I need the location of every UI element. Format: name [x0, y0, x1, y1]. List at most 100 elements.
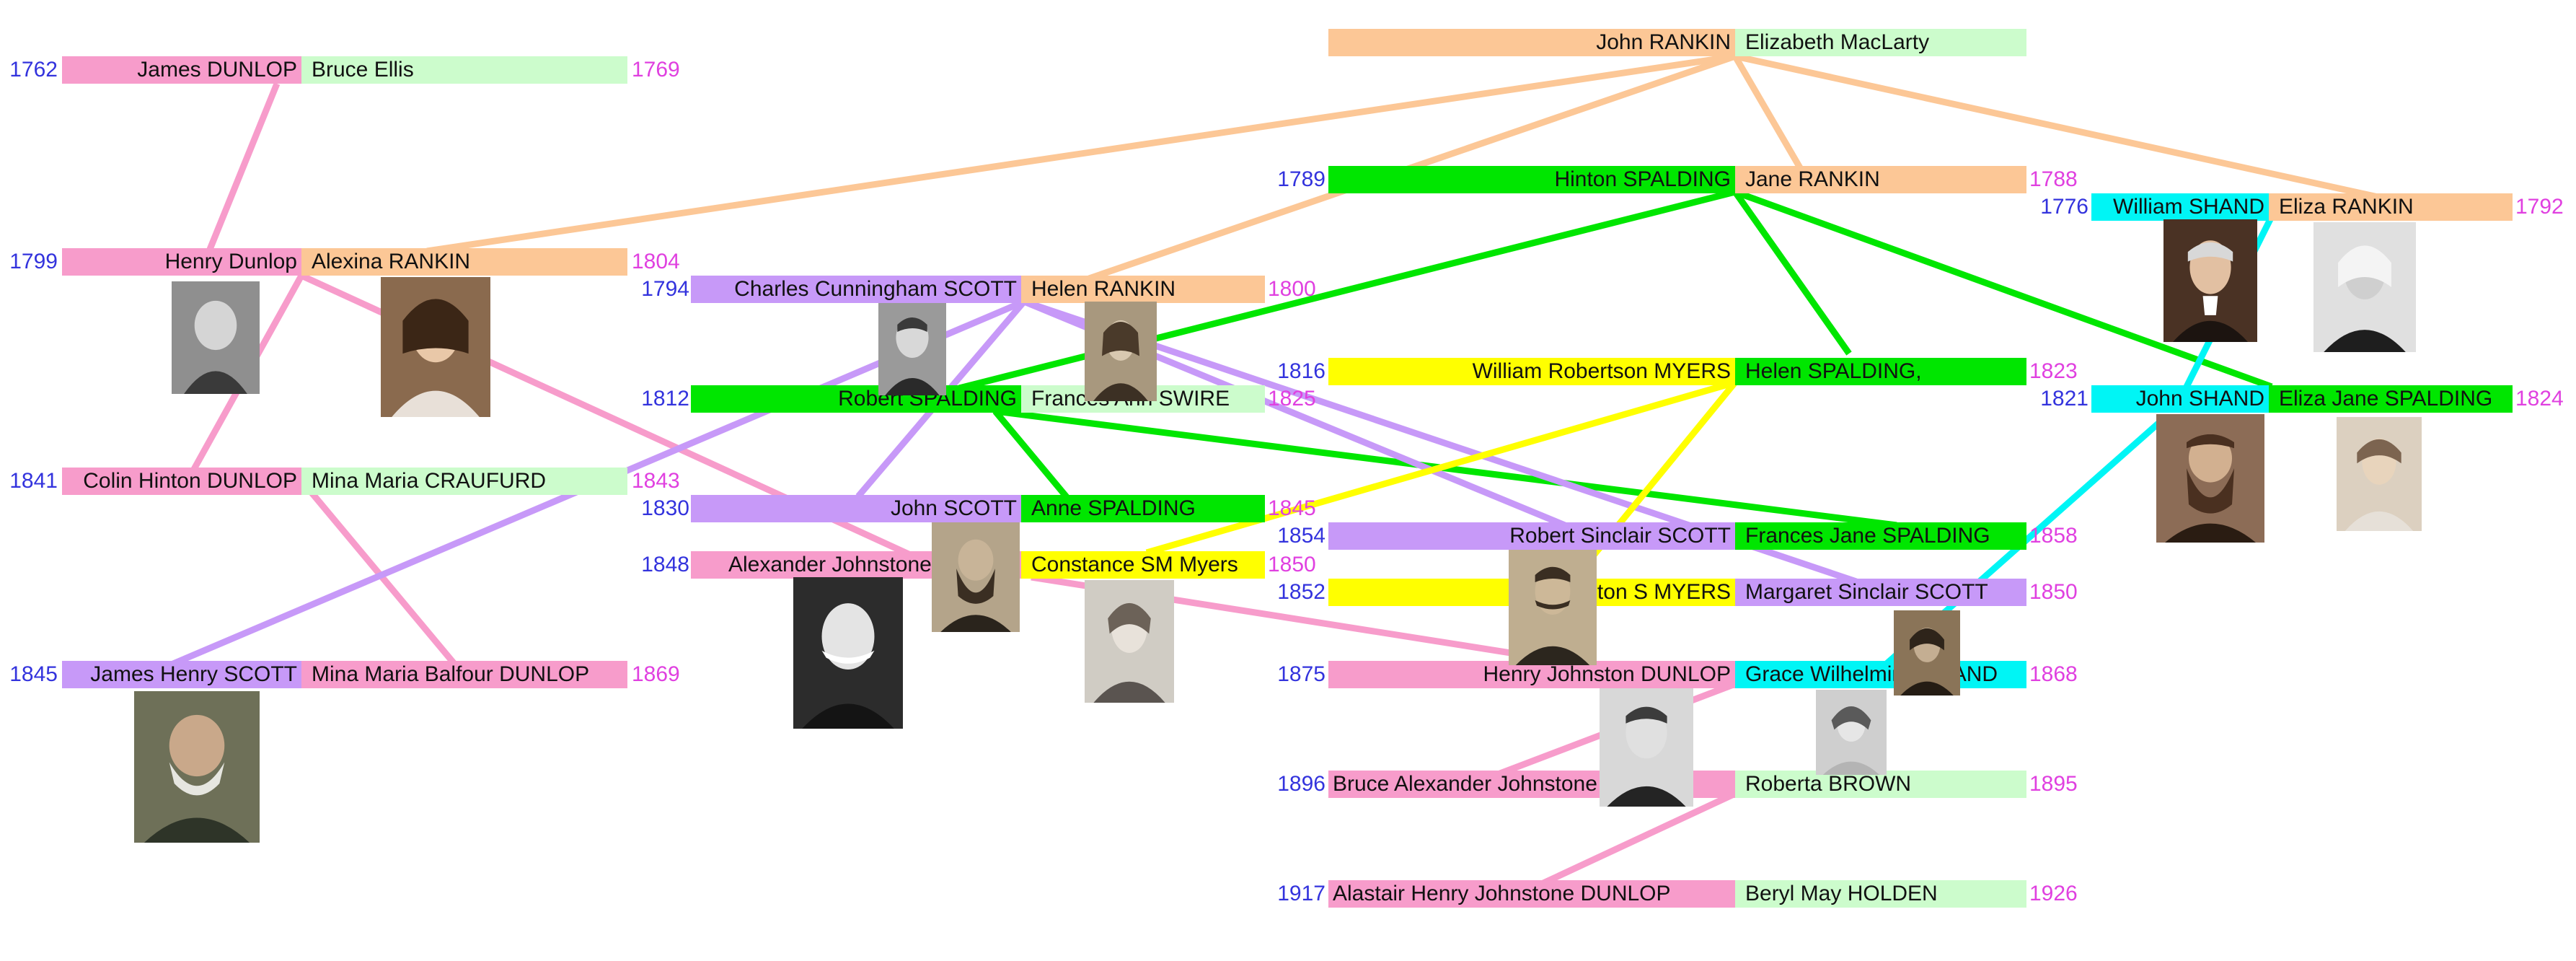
person-james-dunlop[interactable]: James DUNLOP — [62, 56, 301, 84]
portrait-photo[interactable] — [2163, 219, 2257, 342]
birth-year: 1789 — [1277, 167, 1326, 191]
portrait-photo[interactable] — [2337, 417, 2422, 531]
person-hinton-spalding[interactable]: Hinton SPALDING — [1328, 166, 1735, 193]
portrait-photo[interactable] — [381, 277, 490, 417]
portrait-image — [1600, 688, 1693, 807]
birth-year: 1823 — [2029, 359, 2078, 383]
person-colin-hinton-dunlop[interactable]: Colin Hinton DUNLOP — [62, 468, 301, 495]
birth-year: 1848 — [641, 553, 689, 576]
birth-year: 1858 — [2029, 524, 2078, 548]
person-eliza-jane-spalding[interactable]: Eliza Jane SPALDING — [2269, 385, 2513, 413]
portrait-photo[interactable] — [1085, 580, 1174, 703]
birth-year: 1917 — [1277, 882, 1326, 905]
portrait-image — [2337, 417, 2422, 531]
birth-year: 1825 — [1268, 387, 1316, 411]
person-robert-spalding[interactable]: Robert SPALDING — [691, 385, 1021, 413]
birth-year: 1792 — [2515, 195, 2564, 219]
birth-year: 1875 — [1277, 662, 1326, 686]
birth-year: 1812 — [641, 387, 689, 411]
person-robert-sinclair-scott[interactable]: Robert Sinclair SCOTT — [1328, 522, 1735, 550]
person-mina-maria-balfour-dunlop[interactable]: Mina Maria Balfour DUNLOP — [301, 661, 627, 688]
portrait-image — [932, 522, 1020, 632]
portrait-photo[interactable] — [1600, 688, 1693, 807]
portrait-image — [1085, 580, 1174, 703]
person-constance-sm-myers[interactable]: Constance SM Myers — [1021, 551, 1265, 579]
portrait-image — [2163, 219, 2257, 342]
portrait-photo[interactable] — [1894, 610, 1960, 695]
birth-year: 1852 — [1277, 580, 1326, 604]
person-beryl-may-holden[interactable]: Beryl May HOLDEN — [1735, 880, 2026, 908]
portrait-photo[interactable] — [932, 522, 1020, 632]
portrait-photo[interactable] — [793, 577, 903, 729]
birth-year: 1794 — [641, 277, 689, 301]
portrait-image — [2313, 222, 2416, 352]
person-helen-rankin[interactable]: Helen RANKIN — [1021, 276, 1265, 303]
person-henry-dunlop[interactable]: Henry Dunlop — [62, 248, 301, 276]
birth-year: 1788 — [2029, 167, 2078, 191]
person-grace-wilhelmina-shand[interactable]: Grace Wilhelmina SHAND — [1735, 661, 2026, 688]
person-james-henry-scott[interactable]: James Henry SCOTT — [62, 661, 301, 688]
birth-year: 1776 — [2040, 195, 2088, 219]
person-john-scott[interactable]: John SCOTT — [691, 495, 1021, 522]
link-line — [1732, 190, 1852, 356]
person-charles-cunningham-scott[interactable]: Charles Cunningham SCOTT — [691, 276, 1021, 303]
birth-year: 1821 — [2040, 387, 2088, 411]
birth-year: 1841 — [9, 469, 58, 493]
birth-year: 1850 — [1268, 553, 1316, 576]
person-bruce-ellis[interactable]: Bruce Ellis — [301, 56, 627, 84]
birth-year: 1850 — [2029, 580, 2078, 604]
link-line — [426, 53, 1736, 255]
portrait-photo[interactable] — [1509, 550, 1597, 665]
portrait-image — [1085, 302, 1157, 401]
person-william-shand[interactable]: William SHAND — [2091, 193, 2269, 221]
portrait-photo[interactable] — [1816, 690, 1887, 775]
person-john-shand[interactable]: John SHAND — [2091, 385, 2269, 413]
person-william-robertson-myers[interactable]: William Robertson MYERS — [1328, 358, 1735, 385]
person-helen-spalding[interactable]: Helen SPALDING, — [1735, 358, 2026, 385]
portrait-image — [2156, 414, 2264, 543]
portrait-image — [172, 281, 260, 394]
portrait-photo[interactable] — [172, 281, 260, 394]
birth-year: 1800 — [1268, 277, 1316, 301]
person-john-rankin[interactable]: John RANKIN — [1328, 29, 1735, 56]
person-alexina-rankin[interactable]: Alexina RANKIN — [301, 248, 627, 276]
birth-year: 1799 — [9, 250, 58, 273]
person-henry-johnston-dunlop[interactable]: Henry Johnston DUNLOP — [1328, 661, 1735, 688]
person-frances-jane-spalding[interactable]: Frances Jane SPALDING — [1735, 522, 2026, 550]
birth-year: 1869 — [632, 662, 680, 686]
birth-year: 1762 — [9, 58, 58, 82]
birth-year: 1824 — [2515, 387, 2564, 411]
person-alastair-henry-johnstone-dunlop[interactable]: Alastair Henry Johnstone DUNLOP — [1328, 880, 1735, 908]
portrait-photo[interactable] — [1085, 302, 1157, 401]
portrait-photo[interactable] — [2156, 414, 2264, 543]
person-jane-rankin[interactable]: Jane RANKIN — [1735, 166, 2026, 193]
link-line — [1145, 379, 1737, 556]
birth-year: 1843 — [632, 469, 680, 493]
birth-year: 1854 — [1277, 524, 1326, 548]
birth-year: 1845 — [9, 662, 58, 686]
person-roberta-brown[interactable]: Roberta BROWN — [1735, 771, 2026, 798]
person-mina-maria-craufurd[interactable]: Mina Maria CRAUFURD — [301, 468, 627, 495]
portrait-photo[interactable] — [878, 303, 946, 395]
birth-year: 1769 — [632, 58, 680, 82]
link-line — [206, 82, 281, 253]
birth-year: 1816 — [1277, 359, 1326, 383]
person-eliza-rankin[interactable]: Eliza RANKIN — [2269, 193, 2513, 221]
link-line — [1542, 790, 1737, 887]
person-margaret-sinclair-scott[interactable]: Margaret Sinclair SCOTT — [1735, 579, 2026, 606]
birth-year: 1896 — [1277, 772, 1326, 796]
portrait-photo[interactable] — [2313, 222, 2416, 352]
link-line — [1732, 54, 1804, 172]
birth-year: 1868 — [2029, 662, 2078, 686]
birth-year: 1845 — [1268, 496, 1316, 520]
portrait-image — [1894, 610, 1960, 695]
person-elizabeth-maclarty[interactable]: Elizabeth MacLarty — [1735, 29, 2026, 56]
link-line — [299, 478, 457, 666]
portrait-image — [134, 691, 260, 843]
link-line — [992, 409, 1070, 500]
link-line — [1734, 53, 2382, 201]
person-anne-spalding[interactable]: Anne SPALDING — [1021, 495, 1265, 522]
portrait-photo[interactable] — [134, 691, 260, 843]
birth-year: 1830 — [641, 496, 689, 520]
